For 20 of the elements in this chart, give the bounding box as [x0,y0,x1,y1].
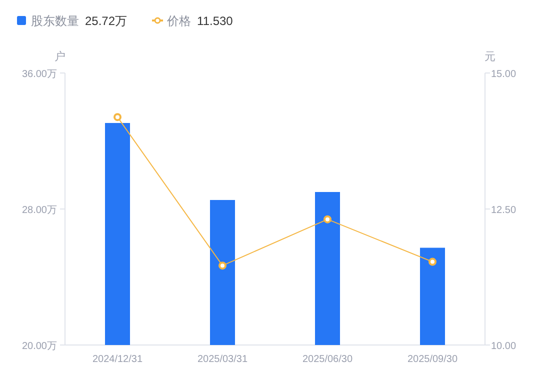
x-tick-label: 2025/09/30 [407,354,458,365]
y2-axis-title: 元 [484,51,496,63]
legend-label: 股东数量 [31,14,79,28]
y-tick-label: 20.00万 [22,341,57,352]
y2-tick-label: 15.00 [491,69,516,80]
text: 25.72万 [85,14,128,28]
point [324,215,332,224]
point [218,262,226,270]
y2-tick-label: 10.00 [491,341,516,352]
y-tick-label: 28.00万 [22,205,57,216]
x-tick-label: 2025/06/30 [302,354,353,365]
x-tick-label: 2024/12/31 [92,354,143,365]
y-tick-label: 36.00万 [22,69,57,80]
point [114,113,122,122]
text: 11.530 [197,14,234,28]
legend-label: 价格 [166,14,192,28]
point [428,258,436,266]
y2-tick-label: 12.50 [491,205,516,216]
y-axis-title: 户 [54,50,66,63]
x-tick-label: 2025/03/31 [197,354,248,365]
